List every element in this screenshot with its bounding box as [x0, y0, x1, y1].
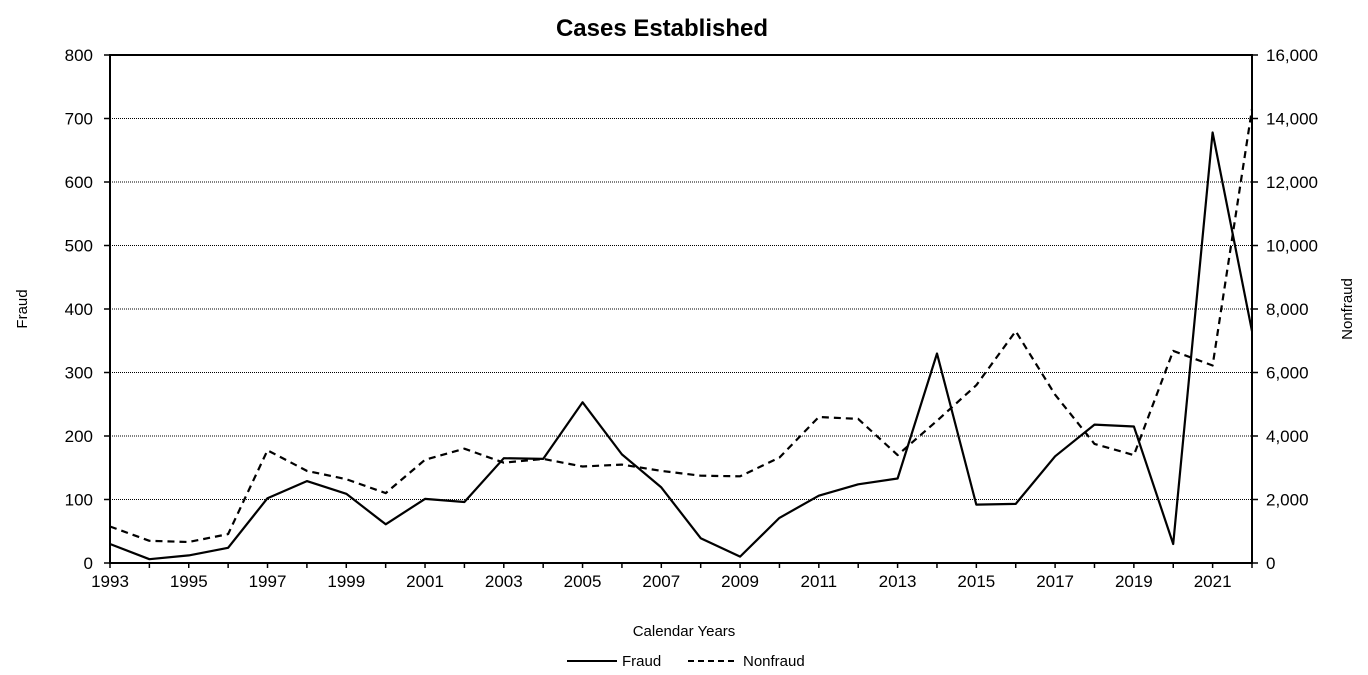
x-tick-label: 1995 — [170, 572, 208, 591]
left-tick-label: 800 — [65, 46, 93, 65]
x-tick-label: 2001 — [406, 572, 444, 591]
left-tick-label: 500 — [65, 237, 93, 256]
left-tick-label: 300 — [65, 364, 93, 383]
right-y-axis-title: Nonfraud — [1339, 278, 1356, 340]
x-tick-label: 1999 — [327, 572, 365, 591]
x-tick-label: 1997 — [249, 572, 287, 591]
series-line-nonfraud — [109, 108, 1254, 544]
right-y-axis: 0 2,000 4,000 6,000 8,000 10,000 12,000 14,000 1… — [1252, 46, 1318, 573]
legend-label-nonfraud: Nonfraud — [743, 653, 805, 670]
left-tick-label: 400 — [65, 300, 93, 319]
left-tick-label: 200 — [65, 427, 93, 446]
x-tick-label: 2003 — [485, 572, 523, 591]
series-lines — [109, 108, 1254, 561]
x-tick-label: 2017 — [1036, 572, 1074, 591]
left-tick-label: 700 — [65, 110, 93, 129]
right-tick-label: 4,000 — [1266, 427, 1309, 446]
left-y-axis: 0 100 200 300 400 500 600 700 800 — [65, 46, 110, 573]
left-tick-label: 100 — [65, 491, 93, 510]
legend-label-fraud: Fraud — [622, 653, 661, 670]
left-tick-label: 0 — [84, 554, 93, 573]
series-line-fraud — [109, 131, 1254, 561]
x-tick-label: 1993 — [91, 572, 129, 591]
right-tick-label: 0 — [1266, 554, 1275, 573]
left-tick-label: 600 — [65, 173, 93, 192]
x-tick-label: 2015 — [957, 572, 995, 591]
right-tick-label: 10,000 — [1266, 237, 1318, 256]
chart-title: Cases Established — [556, 15, 768, 42]
x-tick-label: 2007 — [642, 572, 680, 591]
x-tick-label: 2011 — [801, 572, 838, 591]
right-tick-label: 8,000 — [1266, 300, 1309, 319]
x-axis: 1993 1995 1997 1999 2001 2003 2005 2007 2009 2011… — [91, 563, 1253, 591]
right-tick-label: 2,000 — [1266, 491, 1309, 510]
x-tick-label: 2013 — [879, 572, 917, 591]
right-tick-label: 16,000 — [1266, 46, 1318, 65]
legend: Fraud Nonfraud — [567, 653, 805, 670]
x-tick-label: 2009 — [721, 572, 759, 591]
x-tick-label: 2019 — [1115, 572, 1153, 591]
left-y-axis-title: Fraud — [14, 289, 31, 328]
right-tick-label: 6,000 — [1266, 364, 1309, 383]
gridlines — [110, 118, 1252, 500]
x-tick-label: 2005 — [564, 572, 602, 591]
right-tick-label: 12,000 — [1266, 173, 1318, 192]
x-tick-label: 2021 — [1194, 572, 1232, 591]
x-axis-title: Calendar Years — [633, 623, 736, 640]
right-tick-label: 14,000 — [1266, 110, 1318, 129]
